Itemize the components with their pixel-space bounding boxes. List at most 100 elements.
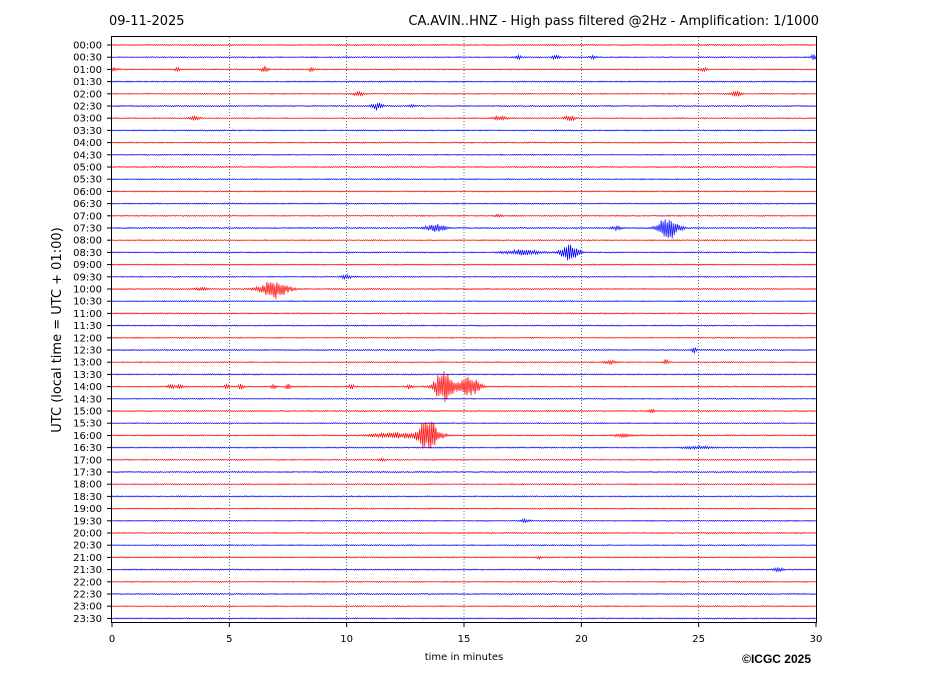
y-tick-label: 18:00 bbox=[73, 480, 102, 491]
trace-2130 bbox=[111, 566, 817, 573]
y-tick-label: 01:00 bbox=[73, 65, 102, 76]
x-tick-label: 10 bbox=[340, 634, 353, 645]
y-tick-label: 20:00 bbox=[73, 529, 102, 540]
trace-1600 bbox=[111, 421, 817, 449]
trace-0230 bbox=[111, 102, 817, 111]
y-tick-label: 00:00 bbox=[73, 41, 102, 52]
y-axis-label: UTC (local time = UTC + 01:00) bbox=[50, 227, 65, 432]
trace-1000 bbox=[111, 281, 817, 299]
trace-1330 bbox=[111, 373, 817, 376]
trace-1500 bbox=[111, 408, 817, 414]
y-tick-label: 03:30 bbox=[73, 126, 102, 137]
y-tick-label: 04:30 bbox=[73, 150, 102, 161]
y-tick-label: 08:30 bbox=[73, 248, 102, 259]
x-tick-label: 20 bbox=[575, 634, 588, 645]
y-tick-label: 21:00 bbox=[73, 553, 102, 564]
trace-2200 bbox=[111, 580, 817, 583]
y-tick-label: 22:30 bbox=[73, 590, 102, 601]
trace-1630 bbox=[111, 445, 817, 451]
trace-0900 bbox=[111, 263, 817, 266]
copyright-text: ©ICGC 2025 bbox=[742, 652, 811, 666]
y-tick-label: 10:30 bbox=[73, 297, 102, 308]
y-tick-label: 14:30 bbox=[73, 394, 102, 405]
trace-0530 bbox=[111, 178, 817, 181]
station-title: CA.AVIN..HNZ - High pass filtered @2Hz -… bbox=[408, 14, 819, 29]
y-tick-label: 09:30 bbox=[73, 272, 102, 283]
y-tick-label: 06:00 bbox=[73, 187, 102, 198]
trace-1030 bbox=[111, 300, 817, 303]
date-title: 09-11-2025 bbox=[109, 14, 185, 29]
y-tick-label: 21:30 bbox=[73, 565, 102, 576]
trace-1530 bbox=[111, 422, 817, 425]
trace-1230 bbox=[111, 347, 817, 354]
y-tick-label: 15:30 bbox=[73, 419, 102, 430]
y-tick-label: 09:00 bbox=[73, 260, 102, 271]
trace-2100 bbox=[111, 555, 817, 561]
y-tick-label: 13:00 bbox=[73, 358, 102, 369]
y-tick-label: 03:00 bbox=[73, 114, 102, 125]
trace-1800 bbox=[111, 483, 817, 486]
trace-2000 bbox=[111, 531, 817, 535]
y-tick-label: 17:30 bbox=[73, 468, 102, 479]
trace-0330 bbox=[111, 129, 817, 132]
y-tick-label: 05:00 bbox=[73, 163, 102, 174]
x-tick-label: 5 bbox=[226, 634, 232, 645]
seismic-traces bbox=[111, 43, 817, 620]
y-tick-label: 06:30 bbox=[73, 199, 102, 210]
trace-0130 bbox=[111, 80, 817, 83]
y-tick-label: 19:30 bbox=[73, 516, 102, 527]
y-tick-label: 01:30 bbox=[73, 77, 102, 88]
trace-1430 bbox=[111, 397, 817, 400]
trace-1400 bbox=[111, 371, 817, 402]
y-tick-label: 11:30 bbox=[73, 321, 102, 332]
x-ticks: 0 5 10 15 20 25 30 bbox=[109, 623, 823, 645]
trace-1730 bbox=[111, 470, 817, 474]
trace-1700 bbox=[111, 457, 817, 463]
trace-1930 bbox=[111, 517, 817, 524]
y-tick-label: 16:00 bbox=[73, 431, 102, 442]
x-tick-label: 0 bbox=[109, 634, 115, 645]
y-tick-label: 07:00 bbox=[73, 211, 102, 222]
y-tick-label: 07:30 bbox=[73, 224, 102, 235]
trace-0800 bbox=[111, 239, 817, 242]
y-tick-label: 12:00 bbox=[73, 333, 102, 344]
trace-0200 bbox=[111, 90, 817, 97]
trace-0730 bbox=[111, 219, 817, 239]
trace-1100 bbox=[111, 312, 817, 315]
trace-0430 bbox=[111, 153, 817, 156]
trace-0000 bbox=[111, 43, 817, 47]
x-axis-label: time in minutes bbox=[425, 652, 504, 663]
trace-0100 bbox=[111, 66, 817, 73]
trace-0630 bbox=[111, 202, 817, 205]
y-tick-label: 04:00 bbox=[73, 138, 102, 149]
trace-0700 bbox=[111, 213, 817, 218]
trace-1130 bbox=[111, 324, 817, 327]
trace-0300 bbox=[111, 114, 817, 122]
y-tick-label: 23:00 bbox=[73, 602, 102, 613]
y-tick-label: 15:00 bbox=[73, 407, 102, 418]
y-tick-label: 00:30 bbox=[73, 53, 102, 64]
plot-frame bbox=[111, 36, 817, 623]
trace-2030 bbox=[111, 544, 817, 547]
x-tick-label: 30 bbox=[810, 634, 823, 645]
trace-0500 bbox=[111, 165, 817, 169]
trace-1830 bbox=[111, 495, 817, 498]
y-tick-label: 23:30 bbox=[73, 614, 102, 625]
trace-2300 bbox=[111, 605, 817, 608]
y-tick-label: 02:00 bbox=[73, 89, 102, 100]
y-tick-label: 19:00 bbox=[73, 504, 102, 515]
trace-1200 bbox=[111, 336, 817, 339]
trace-2330 bbox=[111, 617, 817, 620]
y-tick-label: 16:30 bbox=[73, 443, 102, 454]
y-tick-label: 12:30 bbox=[73, 346, 102, 357]
y-tick-label: 17:00 bbox=[73, 455, 102, 466]
trace-0930 bbox=[111, 274, 817, 281]
trace-0830 bbox=[111, 244, 817, 261]
y-tick-label: 20:30 bbox=[73, 541, 102, 552]
trace-0600 bbox=[111, 190, 817, 193]
trace-2230 bbox=[111, 592, 817, 596]
y-tick-label: 22:00 bbox=[73, 577, 102, 588]
y-tick-label: 10:00 bbox=[73, 285, 102, 296]
